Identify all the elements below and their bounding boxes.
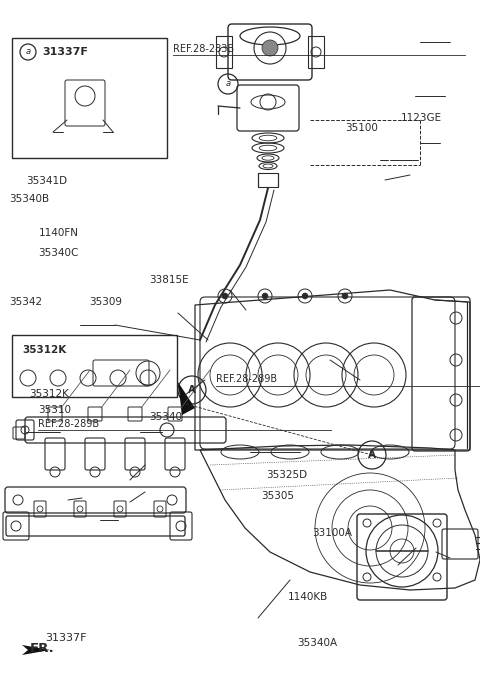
Text: 31337F: 31337F	[42, 47, 88, 57]
Bar	[308, 36, 324, 68]
Text: REF.28-289B: REF.28-289B	[38, 419, 99, 429]
Text: 1140FN: 1140FN	[38, 228, 78, 238]
Circle shape	[262, 40, 278, 56]
Bar	[258, 173, 278, 187]
Text: 35340C: 35340C	[38, 248, 79, 258]
Text: 35310: 35310	[38, 406, 72, 415]
Text: 1123GE: 1123GE	[401, 113, 442, 123]
Text: A: A	[368, 450, 376, 460]
Text: 35325D: 35325D	[266, 470, 308, 479]
Text: 35312K: 35312K	[22, 345, 66, 355]
Text: A: A	[188, 385, 196, 395]
Text: 35340A: 35340A	[298, 639, 338, 648]
Text: a: a	[226, 80, 230, 88]
Bar	[12, 335, 177, 397]
Text: 35342: 35342	[10, 298, 43, 307]
Circle shape	[302, 293, 308, 299]
Text: 33815E: 33815E	[149, 275, 189, 285]
Text: a: a	[25, 47, 31, 57]
Text: 1140KB: 1140KB	[288, 593, 328, 602]
Text: 35305: 35305	[262, 491, 295, 501]
Text: REF.28-283B: REF.28-283B	[173, 44, 234, 53]
Bar	[216, 36, 232, 68]
Text: 33100A: 33100A	[312, 529, 352, 538]
Text: 35309: 35309	[89, 298, 122, 307]
Circle shape	[222, 293, 228, 299]
Text: 35100: 35100	[346, 124, 378, 133]
Text: FR.: FR.	[30, 641, 55, 655]
Polygon shape	[22, 645, 50, 655]
Circle shape	[342, 293, 348, 299]
Text: 35312K: 35312K	[29, 389, 69, 398]
Polygon shape	[178, 382, 195, 415]
Text: 35340: 35340	[149, 412, 182, 422]
Text: 31337F: 31337F	[46, 633, 87, 643]
Text: 35341D: 35341D	[26, 176, 68, 186]
Text: REF.28-289B: REF.28-289B	[216, 375, 277, 384]
Text: 35340B: 35340B	[10, 194, 50, 204]
Circle shape	[262, 293, 268, 299]
Bar	[12, 38, 167, 158]
